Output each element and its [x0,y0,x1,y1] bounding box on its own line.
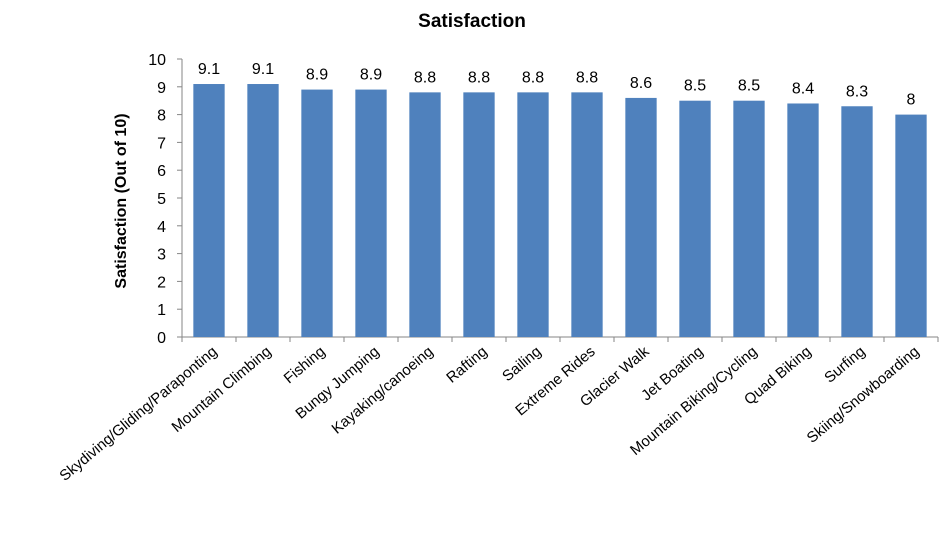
y-tick-label: 2 [157,274,166,291]
y-tick-label: 4 [157,219,166,236]
data-label: 9.1 [198,61,220,78]
data-label: 9.1 [252,61,274,78]
data-label: 8.4 [792,80,814,97]
bar [247,84,279,338]
data-label: 8 [907,92,916,109]
bar [679,100,711,337]
data-label: 8.6 [630,75,652,92]
data-label: 8.8 [468,69,490,86]
data-label: 8.8 [414,69,436,86]
category-label: Surfing [821,343,868,387]
data-label: 8.8 [576,69,598,86]
plot-area: 0123456789109.1Skydiving/Gliding/Parapon… [56,52,939,485]
bar [193,84,225,338]
data-label: 8.9 [306,67,328,84]
y-tick-label: 5 [157,191,166,208]
bar [355,89,387,337]
y-tick-label: 6 [157,163,166,180]
y-tick-label: 7 [157,135,166,152]
data-label: 8.3 [846,83,868,100]
y-tick-label: 3 [157,247,166,264]
bar [787,103,819,337]
data-label: 8.5 [684,78,706,95]
y-tick-label: 0 [157,330,166,347]
category-label: Rafting [443,343,490,387]
data-label: 8.5 [738,78,760,95]
bar [463,92,495,337]
category-label: Kayaking/canoeing [329,343,437,438]
chart-title: Satisfaction [418,11,526,32]
data-label: 8.9 [360,67,382,84]
bar [895,114,927,337]
category-label: Mountain Climbing [168,343,274,436]
y-tick-label: 8 [157,108,166,125]
data-label: 8.8 [522,69,544,86]
category-label: Sailing [499,343,544,385]
bar [517,92,549,337]
bar [301,89,333,337]
y-axis-label: Satisfaction (Out of 10) [113,113,130,288]
bar [733,100,765,337]
y-tick-label: 9 [157,80,166,97]
bar [571,92,603,337]
y-tick-label: 10 [148,52,166,69]
y-tick-label: 1 [157,302,166,319]
category-label: Fishing [281,343,329,387]
bar [625,97,657,337]
bar [841,106,873,337]
bar [409,92,441,337]
